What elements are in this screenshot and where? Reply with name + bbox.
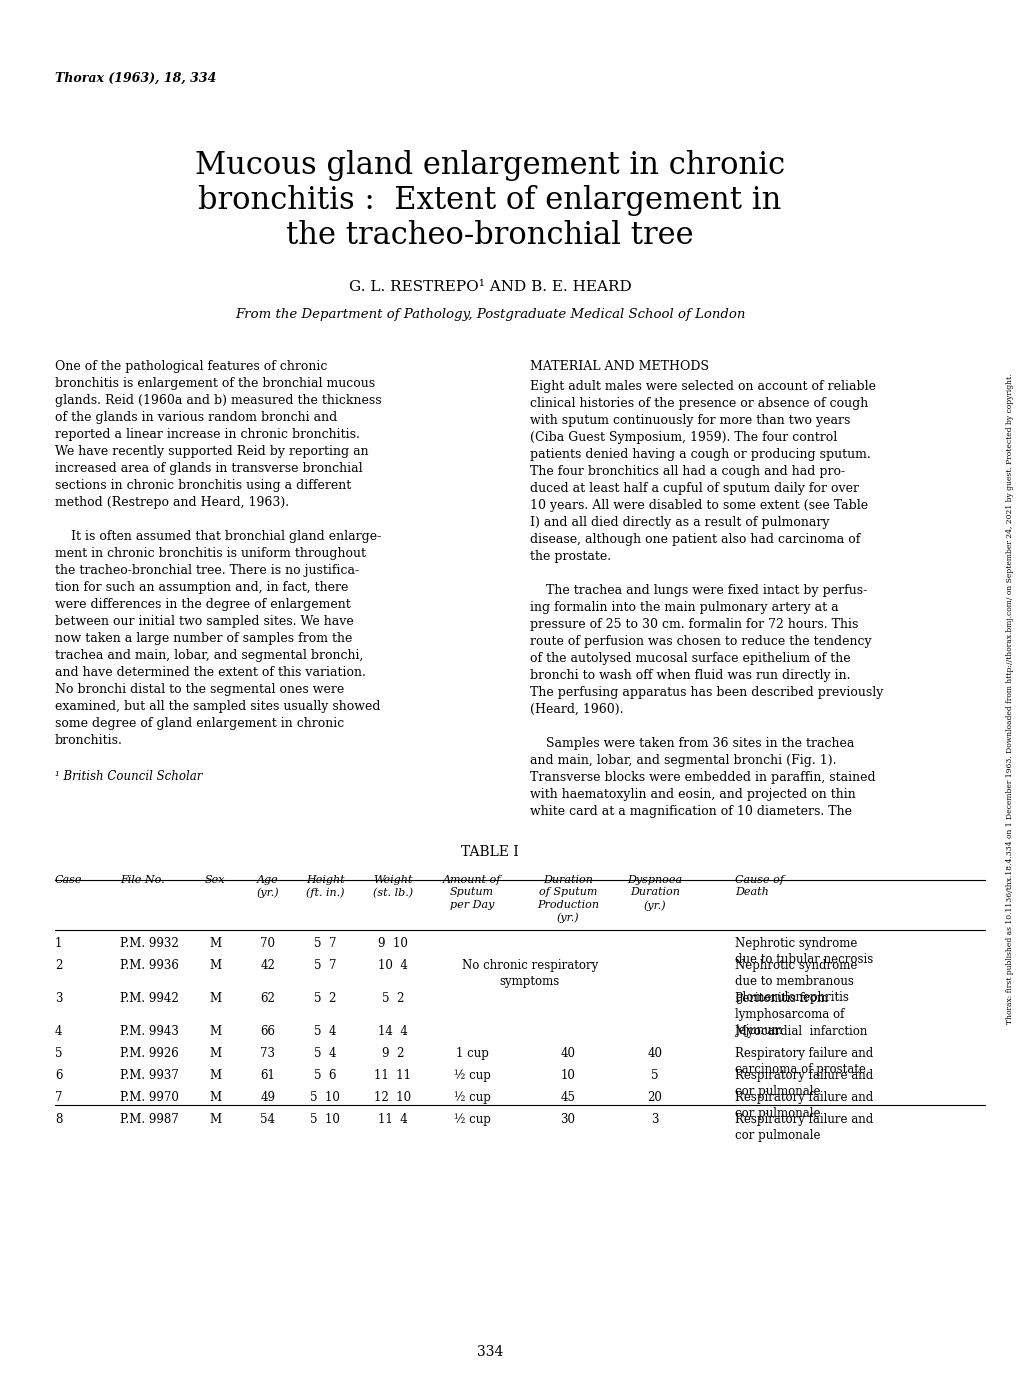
Text: ¹ British Council Scholar: ¹ British Council Scholar [55, 770, 202, 782]
Text: TABLE I: TABLE I [461, 845, 519, 859]
Text: Height
(ft. in.): Height (ft. in.) [306, 875, 344, 898]
Text: Peritonitis from
lymphosarcoma of
jejunum: Peritonitis from lymphosarcoma of jejunu… [735, 992, 844, 1037]
Text: M: M [209, 1025, 221, 1038]
Text: 1 cup: 1 cup [455, 1046, 488, 1060]
Text: Eight adult males were selected on account of reliable
clinical histories of the: Eight adult males were selected on accou… [530, 380, 882, 819]
Text: ½ cup: ½ cup [453, 1113, 490, 1126]
Text: 3: 3 [55, 992, 62, 1004]
Text: the tracheo-bronchial tree: the tracheo-bronchial tree [286, 219, 693, 251]
Text: P.M. 9926: P.M. 9926 [120, 1046, 178, 1060]
Text: P.M. 9943: P.M. 9943 [120, 1025, 178, 1038]
Text: 5  4: 5 4 [314, 1025, 336, 1038]
Text: Thorax (1963), 18, 334: Thorax (1963), 18, 334 [55, 73, 216, 85]
Text: 7: 7 [55, 1091, 62, 1104]
Text: 4: 4 [55, 1025, 62, 1038]
Text: Myocardial  infarction: Myocardial infarction [735, 1025, 866, 1038]
Text: P.M. 9987: P.M. 9987 [120, 1113, 178, 1126]
Text: M: M [209, 1113, 221, 1126]
Text: M: M [209, 1091, 221, 1104]
Text: Duration
of Sputum
Production
(yr.): Duration of Sputum Production (yr.) [536, 875, 598, 923]
Text: 61: 61 [260, 1069, 275, 1083]
Text: ½ cup: ½ cup [453, 1091, 490, 1104]
Text: 11  11: 11 11 [374, 1069, 411, 1083]
Text: P.M. 9932: P.M. 9932 [120, 937, 178, 950]
Text: Dyspnoea
Duration
(yr.): Dyspnoea Duration (yr.) [627, 875, 682, 911]
Text: 49: 49 [260, 1091, 275, 1104]
Text: 54: 54 [260, 1113, 275, 1126]
Text: M: M [209, 1069, 221, 1083]
Text: No chronic respiratory
symptoms: No chronic respiratory symptoms [462, 958, 597, 988]
Text: 40: 40 [647, 1046, 662, 1060]
Text: Cause of
Death: Cause of Death [735, 875, 784, 897]
Text: 6: 6 [55, 1069, 62, 1083]
Text: P.M. 9942: P.M. 9942 [120, 992, 178, 1004]
Text: M: M [209, 1046, 221, 1060]
Text: 5  2: 5 2 [381, 992, 404, 1004]
Text: 2: 2 [55, 958, 62, 972]
Text: Respiratory failure and
carcinoma of prostate: Respiratory failure and carcinoma of pro… [735, 1046, 872, 1076]
Text: Nephrotic syndrome
due to membranous
glomerulonephritis: Nephrotic syndrome due to membranous glo… [735, 958, 857, 1004]
Text: From the Department of Pathology, Postgraduate Medical School of London: From the Department of Pathology, Postgr… [234, 307, 745, 321]
Text: 5  7: 5 7 [314, 958, 336, 972]
Text: M: M [209, 992, 221, 1004]
Text: Case: Case [55, 875, 83, 886]
Text: 334: 334 [476, 1345, 502, 1359]
Text: ½ cup: ½ cup [453, 1069, 490, 1083]
Text: P.M. 9970: P.M. 9970 [120, 1091, 178, 1104]
Text: M: M [209, 937, 221, 950]
Text: G. L. RESTREPO¹ AND B. E. HEARD: G. L. RESTREPO¹ AND B. E. HEARD [348, 279, 631, 293]
Text: 5  2: 5 2 [314, 992, 336, 1004]
Text: Respiratory failure and
cor pulmonale: Respiratory failure and cor pulmonale [735, 1091, 872, 1120]
Text: Respiratory failure and
cor pulmonale: Respiratory failure and cor pulmonale [735, 1069, 872, 1098]
Text: 8: 8 [55, 1113, 62, 1126]
Text: 5  4: 5 4 [314, 1046, 336, 1060]
Text: 11  4: 11 4 [378, 1113, 408, 1126]
Text: 10  4: 10 4 [378, 958, 408, 972]
Text: 9  10: 9 10 [378, 937, 408, 950]
Text: 73: 73 [260, 1046, 275, 1060]
Text: 10: 10 [560, 1069, 575, 1083]
Text: 9  2: 9 2 [381, 1046, 404, 1060]
Text: Weight
(st. lb.): Weight (st. lb.) [373, 875, 413, 898]
Text: P.M. 9937: P.M. 9937 [120, 1069, 178, 1083]
Text: Sex: Sex [205, 875, 225, 886]
Text: Respiratory failure and
cor pulmonale: Respiratory failure and cor pulmonale [735, 1113, 872, 1141]
Text: Nephrotic syndrome
due to tubular necrosis: Nephrotic syndrome due to tubular necros… [735, 937, 872, 965]
Text: Amount of
Sputum
per Day: Amount of Sputum per Day [442, 875, 500, 909]
Text: 70: 70 [260, 937, 275, 950]
Text: bronchitis :  Extent of enlargement in: bronchitis : Extent of enlargement in [198, 184, 781, 217]
Text: 12  10: 12 10 [374, 1091, 411, 1104]
Text: 14  4: 14 4 [378, 1025, 408, 1038]
Text: 5: 5 [650, 1069, 658, 1083]
Text: 5  7: 5 7 [314, 937, 336, 950]
Text: 45: 45 [560, 1091, 575, 1104]
Text: 62: 62 [260, 992, 275, 1004]
Text: 66: 66 [260, 1025, 275, 1038]
Text: One of the pathological features of chronic
bronchitis is enlargement of the bro: One of the pathological features of chro… [55, 360, 381, 747]
Text: MATERIAL AND METHODS: MATERIAL AND METHODS [530, 360, 709, 373]
Text: 30: 30 [560, 1113, 575, 1126]
Text: 40: 40 [560, 1046, 575, 1060]
Text: M: M [209, 958, 221, 972]
Text: Mucous gland enlargement in chronic: Mucous gland enlargement in chronic [195, 149, 785, 182]
Text: 42: 42 [260, 958, 275, 972]
Text: P.M. 9936: P.M. 9936 [120, 958, 178, 972]
Text: 5  10: 5 10 [310, 1113, 339, 1126]
Text: 5: 5 [55, 1046, 62, 1060]
Text: 3: 3 [650, 1113, 658, 1126]
Text: 20: 20 [647, 1091, 661, 1104]
Text: Thorax: first published as 10.1136/thx.18.4.334 on 1 December 1963. Downloaded f: Thorax: first published as 10.1136/thx.1… [1005, 373, 1013, 1024]
Text: File No.: File No. [120, 875, 164, 886]
Text: Age
(yr.): Age (yr.) [257, 875, 279, 898]
Text: 5  10: 5 10 [310, 1091, 339, 1104]
Text: 5  6: 5 6 [314, 1069, 336, 1083]
Text: 1: 1 [55, 937, 62, 950]
